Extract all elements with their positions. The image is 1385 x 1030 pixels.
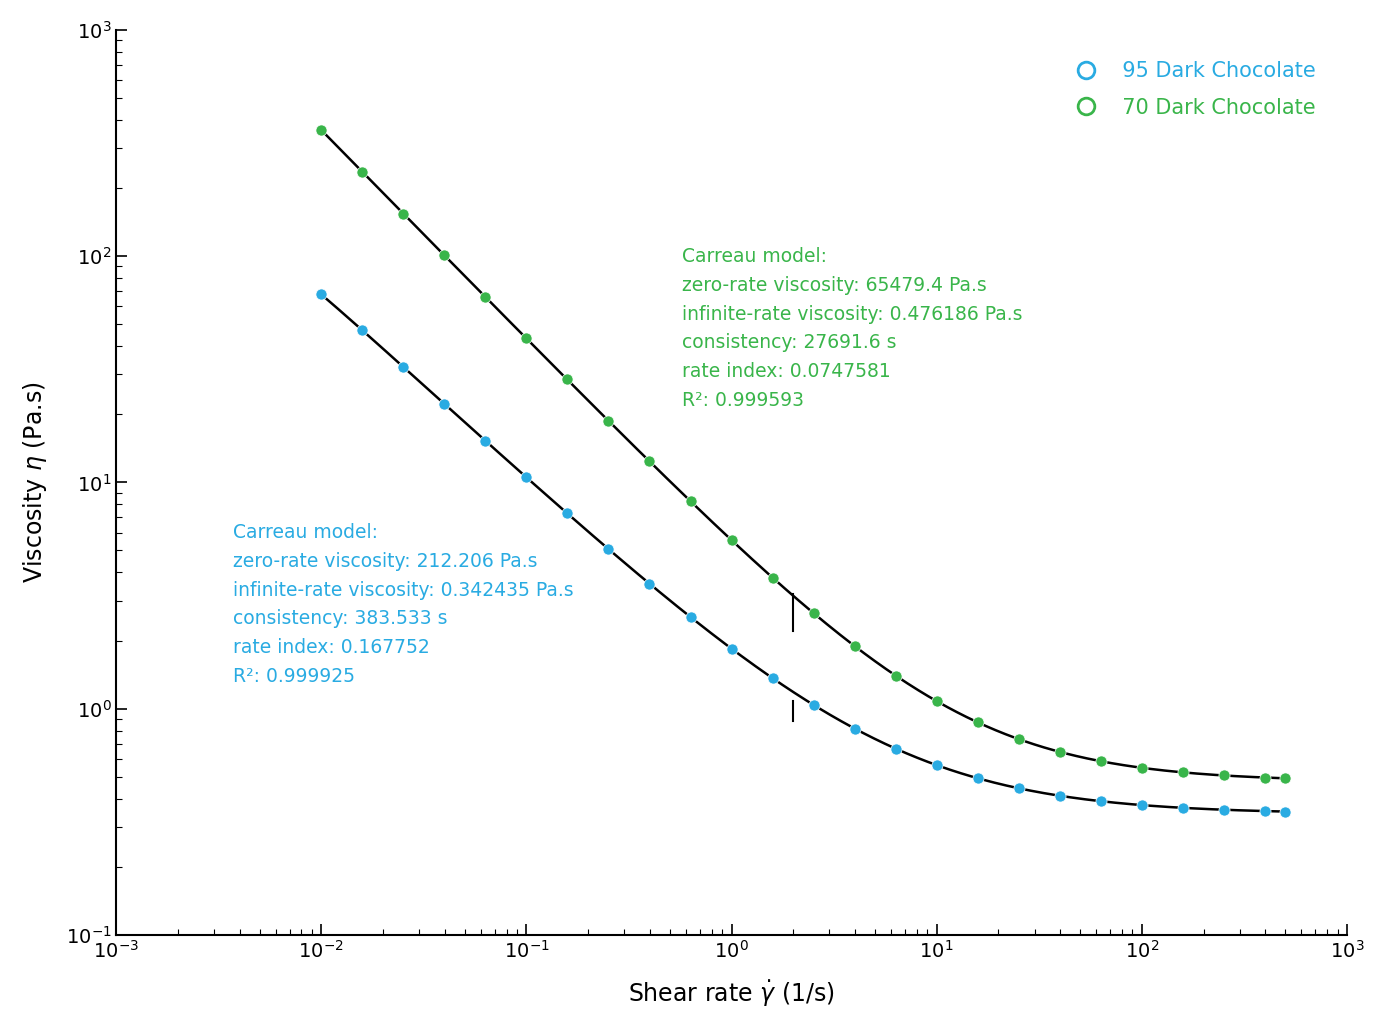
Text: Carreau model:
zero-rate viscosity: 65479.4 Pa.s
infinite-rate viscosity: 0.4761: Carreau model: zero-rate viscosity: 6547… (683, 247, 1022, 410)
Text: Carreau model:
zero-rate viscosity: 212.206 Pa.s
infinite-rate viscosity: 0.3424: Carreau model: zero-rate viscosity: 212.… (233, 523, 573, 686)
Legend:   95 Dark Chocolate,   70 Dark Chocolate: 95 Dark Chocolate, 70 Dark Chocolate (1053, 40, 1337, 138)
X-axis label: Shear rate $\dot{\gamma}$ (1/s): Shear rate $\dot{\gamma}$ (1/s) (629, 978, 835, 1009)
Y-axis label: Viscosity $\eta$ (Pa.s): Viscosity $\eta$ (Pa.s) (21, 382, 48, 583)
